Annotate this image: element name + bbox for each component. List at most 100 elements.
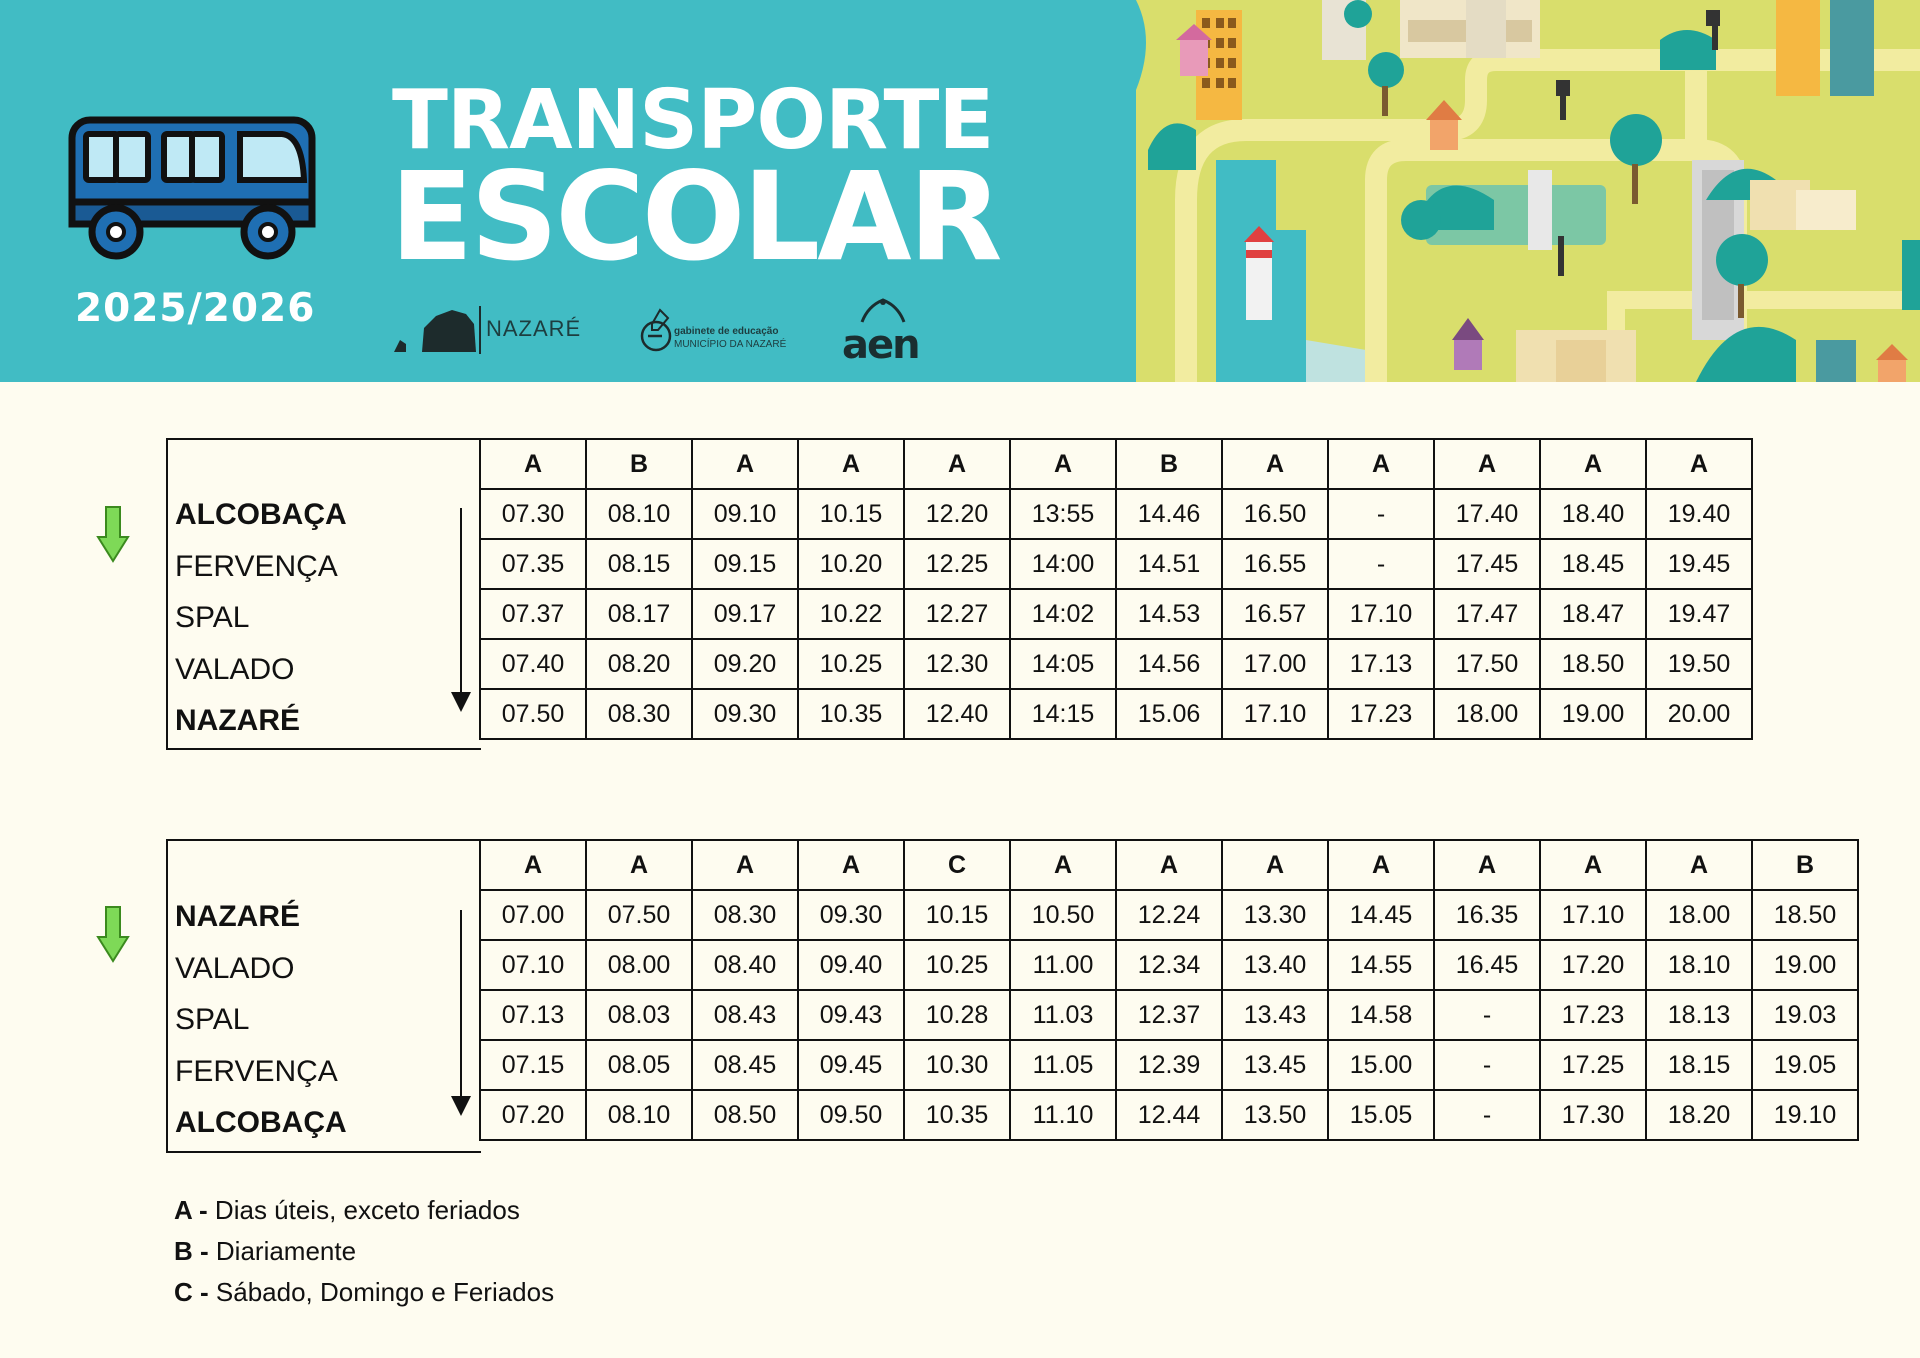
departure-time-cell: 07.37: [479, 588, 587, 640]
service-code-cell: A: [1221, 839, 1329, 891]
departure-time-cell: 09.50: [797, 1089, 905, 1141]
gabinete-logo-line1: gabinete de educação: [674, 326, 779, 337]
departure-time-cell: 17.23: [1327, 688, 1435, 740]
aen-logo-text: aen: [842, 322, 921, 368]
departure-time-cell: 16.50: [1221, 488, 1329, 540]
departure-time-cell: -: [1433, 989, 1541, 1041]
departure-time-cell: 10.35: [797, 688, 905, 740]
departure-time-cell: 09.15: [691, 538, 799, 590]
departure-time-cell: 08.15: [585, 538, 693, 590]
stop-label: ALCOBAÇA: [175, 498, 347, 531]
departure-time-cell: 17.10: [1221, 688, 1329, 740]
departure-time-cell: 09.30: [691, 688, 799, 740]
departure-time-cell: 15.00: [1327, 1039, 1435, 1091]
departure-time-cell: 07.20: [479, 1089, 587, 1141]
departure-time-cell: 18.50: [1751, 889, 1859, 941]
stop-label: SPAL: [175, 601, 250, 634]
service-code-cell: A: [585, 839, 693, 891]
service-code-cell: C: [903, 839, 1011, 891]
departure-time-cell: 10.15: [797, 488, 905, 540]
service-code-cell: A: [1327, 438, 1435, 490]
departure-time-cell: 12.44: [1115, 1089, 1223, 1141]
departure-time-cell: 08.03: [585, 989, 693, 1041]
departure-time-cell: 12.27: [903, 588, 1011, 640]
departure-time-cell: 17.10: [1327, 588, 1435, 640]
stop-label: ALCOBAÇA: [175, 1106, 347, 1139]
table-row: 07.40 08.20 09.20 10.25 12.30 14:05 14.56 17.00…: [479, 638, 1753, 690]
aen-crown-icon: [860, 298, 906, 323]
departure-time-cell: 16.57: [1221, 588, 1329, 640]
departure-time-cell: 10.15: [903, 889, 1011, 941]
departure-time-cell: 13.30: [1221, 889, 1329, 941]
departure-time-cell: 10.28: [903, 989, 1011, 1041]
departure-time-cell: 10.50: [1009, 889, 1117, 941]
school-year: 2025/2026: [75, 286, 316, 331]
departure-time-cell: 13.45: [1221, 1039, 1329, 1091]
departure-time-cell: 08.40: [691, 939, 799, 991]
departure-time-cell: 17.30: [1539, 1089, 1647, 1141]
departure-time-cell: 18.50: [1539, 638, 1647, 690]
departure-time-cell: 08.10: [585, 1089, 693, 1141]
service-code-cell: A: [1115, 839, 1223, 891]
departure-time-cell: 08.00: [585, 939, 693, 991]
departure-time-cell: 10.22: [797, 588, 905, 640]
departure-time-cell: 13.40: [1221, 939, 1329, 991]
bus-icon: [68, 116, 316, 260]
departure-time-cell: 08.43: [691, 989, 799, 1041]
table-row: 07.30 08.10 09.10 10.15 12.20 13:55 14.46 16.50…: [479, 488, 1753, 540]
service-code-cell: A: [691, 839, 799, 891]
departure-time-cell: 18.13: [1645, 989, 1753, 1041]
route-direction-arrowhead-2: [451, 1096, 471, 1116]
departure-time-cell: 16.55: [1221, 538, 1329, 590]
departure-time-cell: 17.25: [1539, 1039, 1647, 1091]
departure-time-cell: -: [1327, 488, 1435, 540]
departure-time-cell: 19.03: [1751, 989, 1859, 1041]
stop-label: SPAL: [175, 1003, 250, 1036]
departure-time-cell: 07.50: [479, 688, 587, 740]
departure-time-cell: 17.50: [1433, 638, 1541, 690]
departure-time-cell: 07.40: [479, 638, 587, 690]
service-code-cell: A: [1009, 839, 1117, 891]
departure-time-cell: 19.00: [1751, 939, 1859, 991]
departure-time-cell: 07.10: [479, 939, 587, 991]
departure-time-cell: 19.50: [1645, 638, 1753, 690]
departure-time-cell: 10.30: [903, 1039, 1011, 1091]
departure-time-cell: -: [1433, 1089, 1541, 1141]
departure-time-cell: 12.30: [903, 638, 1011, 690]
nazare-logo-icon: [394, 306, 481, 354]
title-line-1: TRANSPORTE: [392, 73, 994, 168]
departure-time-cell: 07.00: [479, 889, 587, 941]
departure-time-cell: 09.40: [797, 939, 905, 991]
departure-time-cell: 09.45: [797, 1039, 905, 1091]
departure-time-cell: 17.00: [1221, 638, 1329, 690]
departure-time-cell: 08.30: [585, 688, 693, 740]
departure-time-cell: 08.17: [585, 588, 693, 640]
stop-label: FERVENÇA: [175, 1055, 338, 1088]
departure-time-cell: 17.23: [1539, 989, 1647, 1041]
legend-code: A -: [174, 1195, 208, 1225]
departure-time-cell: 17.10: [1539, 889, 1647, 941]
direction-down-arrow-icon-2: [96, 906, 130, 963]
departure-time-cell: 08.20: [585, 638, 693, 690]
stop-label: NAZARÉ: [175, 900, 300, 933]
table-row: 07.00 07.50 08.30 09.30 10.15 10.50 12.24 13.30…: [479, 889, 1859, 941]
header-banner: 2025/2026 TRANSPORTE ESCOLAR NAZARÉ gabi…: [0, 0, 1920, 382]
departure-time-cell: 19.00: [1539, 688, 1647, 740]
departure-time-cell: 14:05: [1009, 638, 1117, 690]
departure-time-cell: 16.45: [1433, 939, 1541, 991]
legend-code: B -: [174, 1236, 209, 1266]
city-map-illustration: [1136, 0, 1920, 382]
departure-time-cell: 19.45: [1645, 538, 1753, 590]
departure-time-cell: 14.58: [1327, 989, 1435, 1041]
departure-time-cell: 12.40: [903, 688, 1011, 740]
legend-item-a: A - Dias úteis, exceto feriados: [174, 1195, 520, 1226]
departure-time-cell: -: [1433, 1039, 1541, 1091]
legend-text: Diariamente: [208, 1236, 357, 1266]
stop-label: VALADO: [175, 952, 295, 985]
schedule-table-2: A A A A C A A A A A A A B 07.00 07.50 08.30 09.30 10.15 10…: [479, 839, 1859, 1141]
service-code-cell: A: [691, 438, 799, 490]
departure-time-cell: 07.15: [479, 1039, 587, 1091]
departure-time-cell: 13.50: [1221, 1089, 1329, 1141]
